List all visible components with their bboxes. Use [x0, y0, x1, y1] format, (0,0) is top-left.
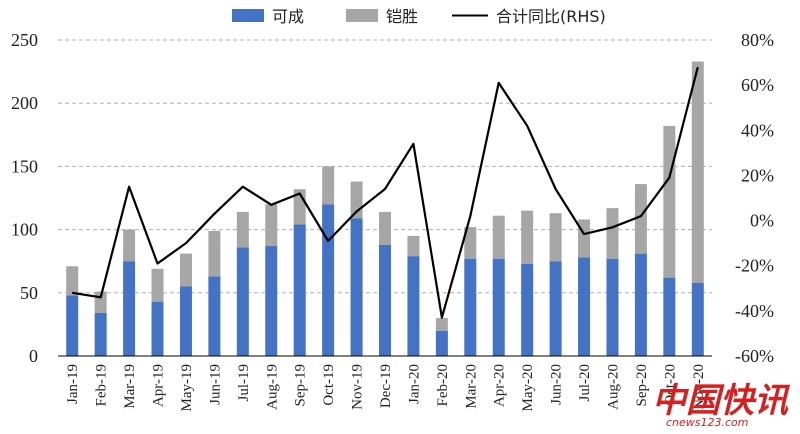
y-right-tick-label: 20%: [741, 165, 774, 185]
y-left-tick-label: 50: [20, 283, 38, 303]
x-tick-label: Apr-20: [492, 364, 508, 407]
x-tick-label: Nov-20: [691, 364, 707, 410]
gridlines: [58, 39, 712, 294]
x-tick-label: Jun-19: [207, 364, 223, 405]
x-tick-label: Apr-19: [151, 364, 167, 407]
x-tick-label: Feb-20: [435, 364, 451, 407]
bar-kaisheng: [691, 61, 704, 283]
x-tick-label: Aug-19: [264, 364, 280, 410]
bar-kecheng: [464, 258, 477, 356]
bar-kecheng: [208, 276, 221, 356]
x-tick-label: Nov-19: [350, 364, 366, 410]
bar-kaisheng: [663, 125, 676, 278]
x-tick-label: Feb-19: [94, 364, 110, 407]
x-tick-label: Mar-19: [122, 364, 138, 409]
bar-kecheng: [379, 244, 391, 356]
watermark-text: 中国快讯: [652, 381, 791, 421]
bar-kecheng: [663, 277, 676, 356]
x-tick-label: Jul-20: [577, 364, 593, 402]
y-right-tick-label: 0%: [750, 211, 774, 231]
x-tick-label: Jan-19: [65, 364, 81, 404]
y-left-tick-label: 200: [11, 93, 38, 113]
watermark: 中国快讯 cnews123.com: [652, 381, 791, 429]
bar-kecheng: [179, 286, 192, 356]
bar-kecheng: [521, 263, 534, 356]
y-left-tick-label: 250: [11, 30, 38, 50]
bar-kaisheng: [492, 215, 505, 259]
bar-kaisheng: [407, 235, 420, 257]
y-right-tick-label: 40%: [741, 120, 774, 140]
x-tick-label: Sep-20: [634, 364, 650, 407]
y-left-tick-label: 100: [11, 220, 38, 240]
bar-kaisheng: [236, 211, 249, 248]
bar-kecheng: [265, 246, 278, 356]
x-tick-label: Jan-20: [406, 364, 422, 404]
bar-kecheng: [350, 218, 363, 356]
y-right-tick-label: 60%: [741, 75, 774, 95]
y-left-tick-label: 0: [29, 346, 38, 366]
x-tick-label: May-19: [179, 364, 195, 412]
bar-kaisheng: [634, 184, 647, 254]
legend: 可成 铠胜 合计同比(RHS): [232, 7, 606, 26]
y-left-tick-label: 150: [11, 156, 38, 176]
y-right-tick-label: -20%: [735, 256, 774, 276]
bar-kecheng: [236, 247, 249, 356]
x-tick-label: Mar-20: [463, 364, 479, 409]
bar-kecheng: [322, 204, 335, 356]
axes: 0 50 100 150 200 250 -60% -40% -20% 0% 20% 40% 60% 80…: [11, 30, 774, 412]
bar-kaisheng: [265, 204, 278, 247]
x-tick-label: May-20: [520, 364, 536, 412]
legend-label: 铠胜: [386, 7, 418, 26]
bar-kecheng: [578, 257, 591, 356]
x-tick-label: Jul-19: [236, 364, 252, 402]
watermark-url: cnews123.com: [666, 416, 749, 429]
bar-kecheng: [66, 295, 79, 356]
legend-label: 合计同比(RHS): [496, 7, 606, 26]
bar-kecheng: [407, 256, 420, 356]
bar-kaisheng: [179, 253, 192, 287]
yoy-line: [72, 66, 699, 319]
bar-kaisheng: [208, 230, 221, 277]
legend-label: 可成: [272, 7, 304, 26]
bar-kecheng: [293, 224, 306, 356]
bar-kecheng: [634, 253, 647, 356]
bar-kecheng: [435, 330, 448, 356]
x-tick-label: Jun-20: [549, 364, 565, 405]
bar-kaisheng: [578, 219, 591, 258]
bar-kaisheng: [606, 208, 619, 259]
yoy-polyline: [72, 66, 699, 319]
bar-kaisheng: [464, 227, 477, 259]
x-tick-label: Sep-19: [293, 364, 309, 407]
bar-kecheng: [549, 261, 562, 356]
bar-kaisheng: [151, 268, 164, 302]
bar-kaisheng: [66, 266, 79, 296]
x-tick-label: Aug-20: [605, 364, 621, 410]
x-tick-label: Oct-20: [662, 364, 678, 406]
y-right-tick-label: -60%: [735, 346, 774, 366]
bar-kecheng: [151, 301, 164, 356]
y-right-tick-label: 80%: [741, 30, 774, 50]
bar-kaisheng: [322, 166, 335, 205]
bar-kecheng: [94, 313, 107, 356]
legend-swatch: [232, 9, 264, 22]
bar-kecheng: [606, 258, 619, 356]
bar-kaisheng: [435, 318, 448, 331]
bar-kaisheng: [379, 211, 391, 245]
bar-kaisheng: [123, 229, 136, 262]
bar-kaisheng: [521, 210, 534, 264]
x-tick-label: Dec-19: [378, 364, 394, 408]
bar-kaisheng: [549, 213, 562, 262]
bar-kecheng: [123, 261, 136, 356]
bars: [66, 61, 704, 356]
y-right-tick-label: -40%: [735, 301, 774, 321]
legend-swatch: [346, 9, 378, 22]
bar-kecheng: [492, 258, 505, 356]
bar-kecheng: [691, 282, 704, 356]
x-tick-label: Oct-19: [321, 364, 337, 406]
